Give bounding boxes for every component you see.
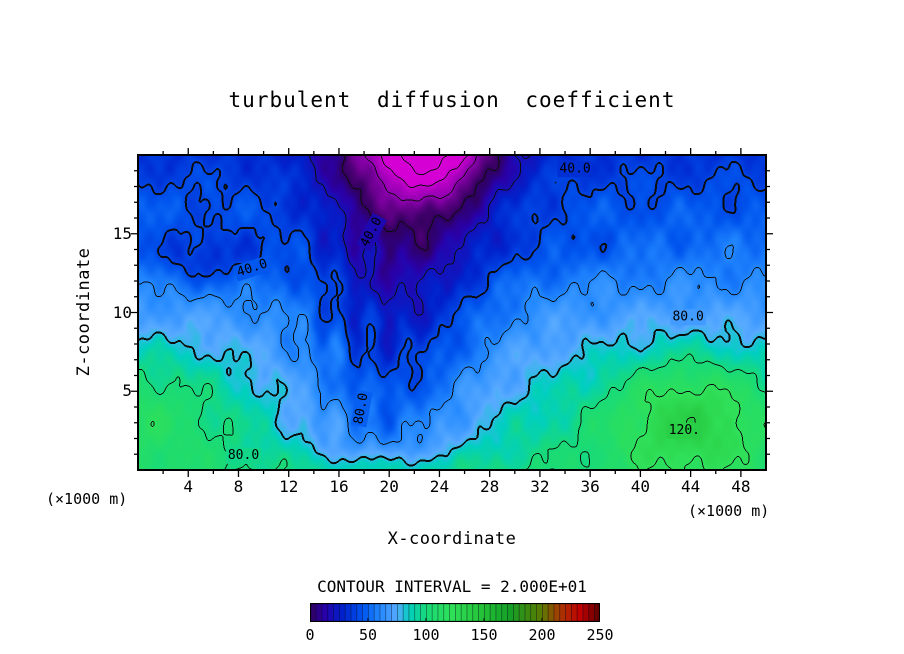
z-axis-label: Z-coordinate xyxy=(74,247,94,377)
x-axis-label: X-coordinate xyxy=(387,529,517,549)
unit-right-label: (×1000 m) xyxy=(688,502,770,520)
x-tick-label: 24 xyxy=(429,477,450,496)
unit-left-label: (×1000 m) xyxy=(46,490,128,508)
x-tick-label: 8 xyxy=(233,477,244,496)
chart-title: turbulent diffusion coefficient xyxy=(228,88,676,112)
x-tick-label: 44 xyxy=(680,477,701,496)
colorbar-tick-label: 0 xyxy=(305,626,315,644)
x-tick-label: 28 xyxy=(480,477,500,496)
z-tick-label: 5 xyxy=(122,381,132,401)
x-tick-label: 20 xyxy=(379,477,399,496)
colorbar-tick-label: 250 xyxy=(586,626,614,644)
z-tick-label: 15 xyxy=(112,223,132,243)
colorbar-tick-label: 150 xyxy=(470,626,498,644)
x-tick-label: 12 xyxy=(279,477,299,496)
colorbar-tick-label: 100 xyxy=(412,626,440,644)
colorbar-canvas xyxy=(310,603,600,622)
x-tick-label: 36 xyxy=(580,477,600,496)
z-tick-label: 10 xyxy=(112,302,132,322)
x-tick-label: 32 xyxy=(530,477,550,496)
x-tick-label: 16 xyxy=(329,477,349,496)
contour-interval-label: CONTOUR INTERVAL = 2.000E+01 xyxy=(317,577,587,596)
x-tick-label: 4 xyxy=(183,477,194,496)
x-tick-label: 48 xyxy=(731,477,751,496)
contour-plot-canvas xyxy=(118,135,786,490)
colorbar-tick-label: 200 xyxy=(528,626,556,644)
colorbar-tick-label: 50 xyxy=(358,626,378,644)
x-tick-label: 40 xyxy=(630,477,651,496)
